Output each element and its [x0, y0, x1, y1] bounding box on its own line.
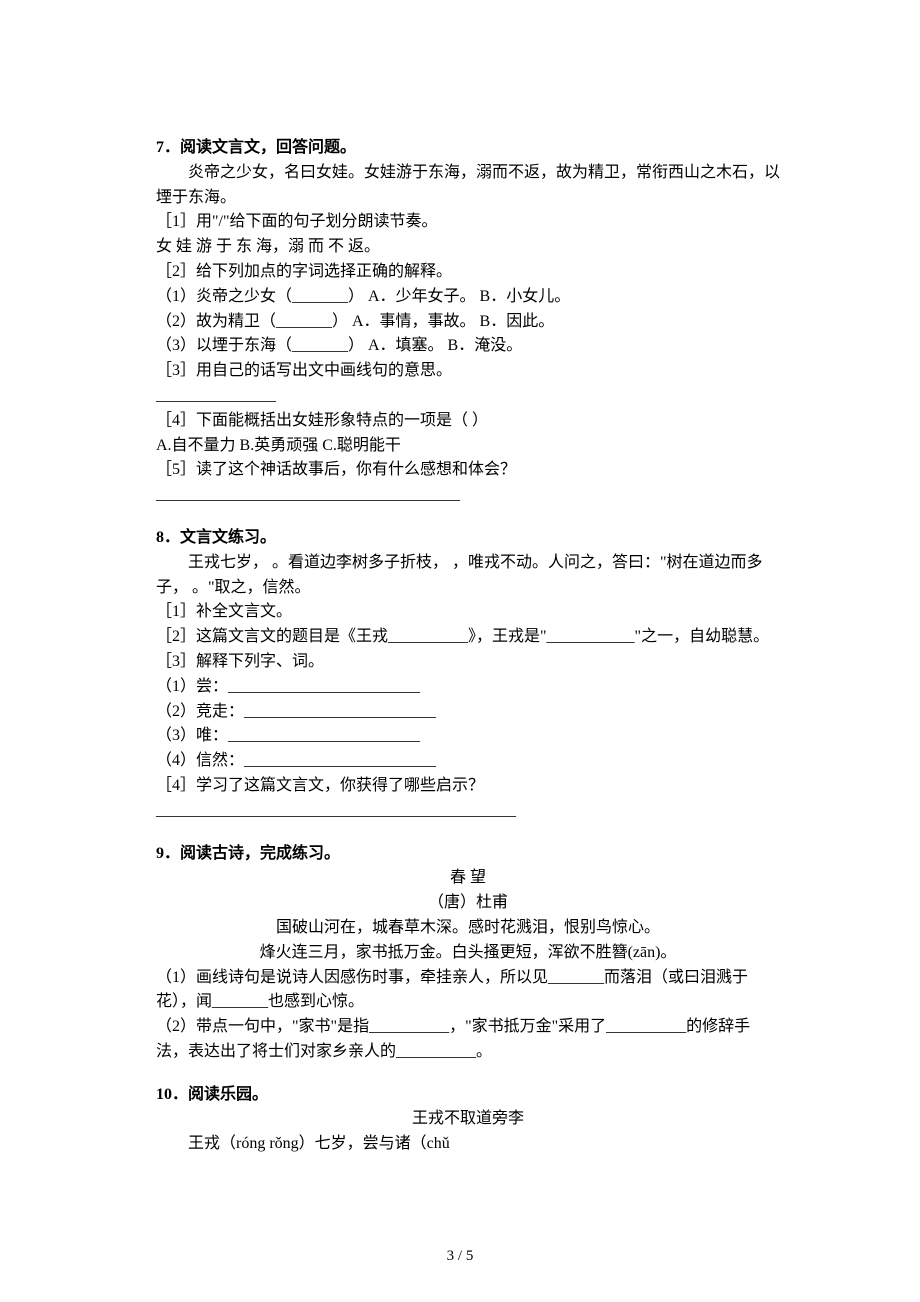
- q9-poem-title: 春 望: [156, 866, 780, 891]
- q7-sub5-blank: ______________________________________: [156, 483, 780, 508]
- question-7: 7．阅读文言文，回答问题。 炎帝之少女，名曰女娃。女娃游于东海，溺而不返，故为精…: [156, 136, 780, 508]
- q9-title: 9．阅读古诗，完成练习。: [156, 842, 780, 867]
- question-8: 8．文言文练习。 王戎七岁， 。看道边李树多子折枝， ，唯戎不动。人问之，答曰：…: [156, 526, 780, 824]
- q8-passage: 王戎七岁， 。看道边李树多子折枝， ，唯戎不动。人问之，答曰："树在道边而多子，…: [156, 551, 780, 601]
- q10-passage: 王戎（róng rǒng）七岁，尝与诸（chǔ: [156, 1132, 780, 1157]
- q9-poem-l2: 烽火连三月，家书抵万金。白头搔更短，浑欲不胜簪(zān)。: [156, 941, 780, 966]
- q7-sub2-2: （2）故为精卫（_______） A．事情，事故。 B．因此。: [156, 310, 780, 335]
- page-footer: 3 / 5: [0, 1248, 920, 1265]
- q7-sub3-blank: _______________: [156, 384, 780, 409]
- q7-sub4: ［4］下面能概括出女娃形象特点的一项是（ ）: [156, 409, 780, 434]
- q7-sub3: ［3］用自己的话写出文中画线句的意思。: [156, 359, 780, 384]
- q9-sub2: （2）带点一句中，"家书"是指__________，"家书抵万金"采用了____…: [156, 1015, 780, 1065]
- q8-sub3-2: （2）竞走：________________________: [156, 700, 780, 725]
- q8-sub1: ［1］补全文言文。: [156, 600, 780, 625]
- page-content: 7．阅读文言文，回答问题。 炎帝之少女，名曰女娃。女娃游于东海，溺而不返，故为精…: [0, 0, 920, 1157]
- q7-sub4-opts: A.自不量力 B.英勇顽强 C.聪明能干: [156, 434, 780, 459]
- q7-sub1: ［1］用"/"给下面的句子划分朗读节奏。: [156, 210, 780, 235]
- q8-title: 8．文言文练习。: [156, 526, 780, 551]
- q8-sub3: ［3］解释下列字、词。: [156, 650, 780, 675]
- q7-sub2-1: （1）炎帝之少女（_______） A．少年女子。 B．小女儿。: [156, 285, 780, 310]
- q8-sub4-blank: ________________________________________…: [156, 799, 780, 824]
- q8-sub4: ［4］学习了这篇文言文，你获得了哪些启示？: [156, 774, 780, 799]
- question-9: 9．阅读古诗，完成练习。 春 望 （唐）杜甫 国破山河在，城春草木深。感时花溅泪…: [156, 842, 780, 1065]
- q7-sub2: ［2］给下列加点的字词选择正确的解释。: [156, 260, 780, 285]
- question-10: 10．阅读乐园。 王戎不取道旁李 王戎（róng rǒng）七岁，尝与诸（chǔ: [156, 1083, 780, 1157]
- q7-sub5: ［5］读了这个神话故事后，你有什么感想和体会？: [156, 458, 780, 483]
- q7-sub2-3: （3）以堙于东海（_______） A．填塞。 B．淹没。: [156, 334, 780, 359]
- q10-subtitle: 王戎不取道旁李: [156, 1107, 780, 1132]
- q7-passage: 炎帝之少女，名曰女娃。女娃游于东海，溺而不返，故为精卫，常衔西山之木石，以堙于东…: [156, 161, 780, 211]
- q10-title: 10．阅读乐园。: [156, 1083, 780, 1108]
- q9-poem-l1: 国破山河在，城春草木深。感时花溅泪，恨别鸟惊心。: [156, 916, 780, 941]
- q7-sub1-line: 女 娃 游 于 东 海，溺 而 不 返。: [156, 235, 780, 260]
- q8-sub2: ［2］这篇文言文的题目是《王戎__________》，王戎是"_________…: [156, 625, 780, 650]
- q8-sub3-4: （4）信然：________________________: [156, 749, 780, 774]
- q8-sub3-3: （3）唯：________________________: [156, 724, 780, 749]
- q8-sub3-1: （1）尝：________________________: [156, 675, 780, 700]
- q9-sub1: （1）画线诗句是说诗人因感伤时事，牵挂亲人，所以见_______而落泪（或曰泪溅…: [156, 966, 780, 1016]
- q9-poem-author: （唐）杜甫: [156, 891, 780, 916]
- q7-title: 7．阅读文言文，回答问题。: [156, 136, 780, 161]
